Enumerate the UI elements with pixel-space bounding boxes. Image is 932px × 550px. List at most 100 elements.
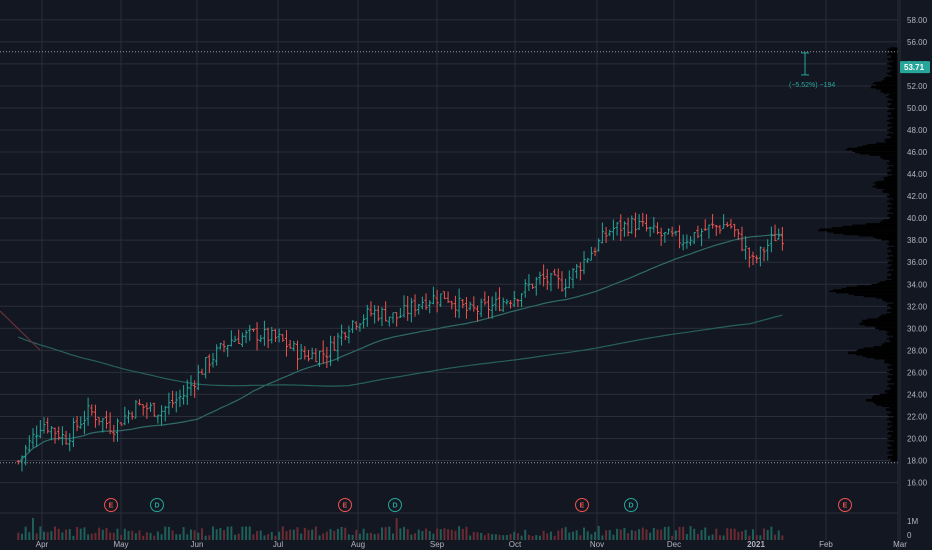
ohlc-bar (722, 214, 726, 229)
volume-profile-bar (873, 236, 898, 238)
ohlc-bar (575, 263, 579, 279)
earnings-marker[interactable]: E (338, 498, 352, 512)
volume-profile-bar (883, 176, 898, 179)
earnings-marker[interactable]: E (575, 498, 589, 512)
dividend-marker[interactable]: D (388, 498, 402, 512)
volume-bar (347, 534, 350, 540)
ohlc-bar (659, 227, 663, 246)
volume-bar (421, 531, 424, 540)
ohlc-bar (420, 296, 424, 310)
volume-profile-bar (879, 393, 898, 396)
volume-bar (226, 526, 229, 540)
ohlc-bar (71, 417, 76, 448)
volume-bar (502, 535, 505, 540)
dividend-marker[interactable]: D (150, 498, 164, 512)
volume-profile-bar (886, 72, 898, 74)
volume-profile-bar (885, 280, 898, 282)
volume-profile-bar (872, 186, 898, 188)
ohlc-bar (204, 356, 208, 379)
volume-bar (200, 528, 203, 540)
volume-profile-bar (863, 347, 898, 349)
volume-profile-bar (877, 282, 898, 285)
volume-bar (314, 526, 317, 540)
volume-profile-bar (888, 414, 898, 417)
volume-profile-bar (890, 387, 898, 389)
volume-bar (432, 533, 435, 540)
ohlc-bar (446, 291, 450, 304)
ohlc-bar (560, 271, 564, 292)
ohlc-bar (163, 405, 167, 422)
ohlc-bar (685, 234, 689, 249)
ohlc-bar (185, 379, 189, 405)
volume-profile-bar (886, 76, 898, 78)
volume-profile-bar (887, 309, 898, 311)
volume-bar (138, 530, 141, 540)
volume-profile-bar (892, 302, 898, 304)
earnings-marker[interactable]: E (104, 498, 118, 512)
volume-profile-bar (876, 84, 898, 86)
volume-bar (498, 535, 501, 540)
volume-bar (101, 529, 104, 540)
moving-average-early-segment (0, 310, 41, 351)
ohlc-bar (652, 217, 656, 233)
volume-bar (623, 527, 626, 540)
ohlc-bar (387, 316, 391, 327)
volume-profile-bar (888, 49, 898, 52)
y-tick-label: 40.00 (907, 214, 928, 223)
ohlc-bar (218, 342, 222, 350)
marker-circle (838, 498, 852, 512)
dividend-marker[interactable]: D (624, 498, 638, 512)
volume-profile-bar (889, 199, 898, 201)
volume-bar (189, 529, 192, 540)
ohlc-bar (435, 289, 439, 313)
ohlc-bar (633, 212, 638, 238)
ohlc-bar (677, 225, 682, 249)
volume-bar (142, 535, 145, 540)
volume-profile-bar (887, 442, 898, 445)
volume-bar (491, 534, 494, 540)
volume-bar (123, 528, 126, 540)
ohlc-bar (82, 410, 87, 435)
volume-bar (46, 532, 49, 540)
volume-profile-bar (890, 104, 898, 106)
volume-profile-bar (889, 450, 898, 452)
x-tick-label: Nov (590, 540, 604, 549)
ohlc-bar (42, 417, 46, 434)
volume-profile-bar (860, 322, 898, 324)
earnings-marker[interactable]: E (838, 498, 852, 512)
volume-bar (685, 534, 688, 540)
ohlc-bar (490, 296, 494, 319)
volume-bar (105, 527, 108, 540)
volume-profile-bar (873, 395, 898, 397)
time-axis[interactable]: Apr May Jun Jul Aug Sep Oct Nov Dec 2021 Feb Mar (36, 540, 907, 549)
y-tick-label: 26.00 (907, 368, 928, 377)
volume-profile-bar (887, 134, 898, 136)
volume-bar (447, 529, 450, 540)
volume-bar (586, 531, 589, 540)
ohlc-bar (519, 293, 524, 308)
ohlc-bar (362, 314, 366, 329)
volume-bar (696, 533, 699, 540)
volume-bar (671, 535, 674, 540)
volume-bar (414, 533, 417, 540)
volume-bar (476, 532, 479, 540)
volume-bar (509, 533, 512, 540)
ohlc-bar (108, 412, 112, 435)
ohlc-bar (674, 230, 678, 236)
ohlc-bar (780, 226, 784, 251)
volume-profile-bar (889, 202, 898, 204)
volume-bar (417, 529, 420, 540)
volume-profile-bar (876, 297, 898, 299)
volume-profile-bar (893, 245, 898, 248)
measurement-tool[interactable]: (−5.52%) −194 (789, 52, 835, 89)
ohlc-bar (567, 270, 571, 289)
ohlc-bar (38, 420, 42, 439)
volume-profile-bar (890, 194, 898, 196)
volume-profile-bar (865, 399, 898, 401)
volume-bar (645, 529, 648, 540)
volume-profile-bar (887, 114, 898, 117)
volume-profile-bar (892, 98, 898, 101)
ohlc-bar (505, 298, 509, 305)
